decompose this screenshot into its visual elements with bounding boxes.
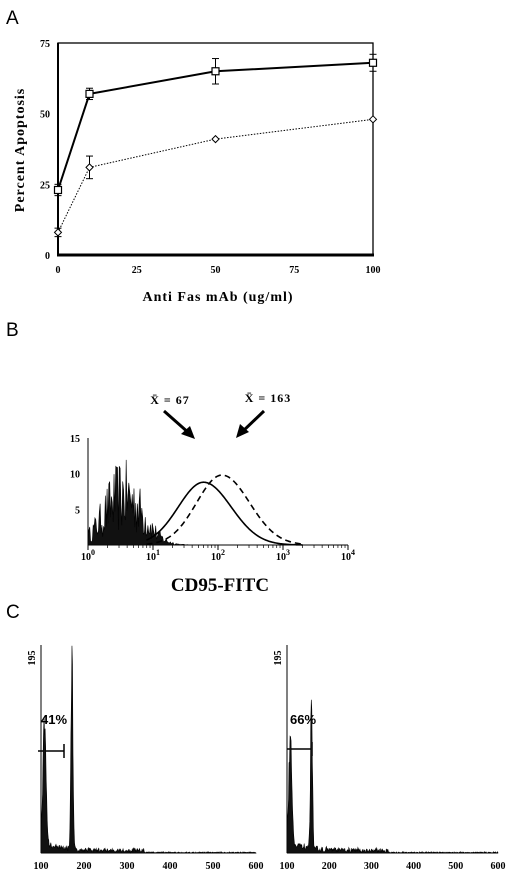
- chart-a-xtick: 0: [56, 265, 61, 276]
- chart-c-left-xtick: 200: [77, 861, 92, 872]
- chart-c-left: 195 41% 100 200 300 400 500 600: [27, 645, 264, 872]
- chart-b-xtick: 101: [146, 548, 160, 563]
- chart-c-right-xtick: 500: [448, 861, 463, 872]
- chart-a-xtick: 100: [366, 265, 381, 276]
- chart-c-right-xtick: 100: [280, 861, 295, 872]
- chart-c-left-xtick: 300: [120, 861, 135, 872]
- chart-b-xtick: 102: [211, 548, 225, 563]
- chart-a-xtick: 50: [211, 265, 221, 276]
- panel-letter-a: A: [6, 8, 19, 29]
- chart-a-xtick: 25: [132, 265, 142, 276]
- chart-c-right: 195 66% 100 200 300 400 500 600: [273, 645, 506, 872]
- chart-a-ytick: 50: [40, 110, 50, 121]
- chart-c-right-xtick: 600: [491, 861, 506, 872]
- chart-a: Percent Apoptosis Anti Fas mAb (ug/ml) 0…: [13, 39, 381, 305]
- chart-a-series-line: [57, 61, 374, 191]
- chart-c-right-histogram: [286, 699, 499, 854]
- panel-letter-c: C: [6, 602, 20, 623]
- chart-c-left-xtick: 500: [206, 861, 221, 872]
- chart-b-ytick: 10: [70, 470, 80, 481]
- chart-a-ytick: 25: [40, 180, 50, 191]
- chart-a-point-square: [85, 89, 94, 98]
- mean-label-dashed: X̄ = 163: [245, 391, 292, 405]
- chart-b-ytick: 5: [75, 505, 80, 516]
- chart-c-right-xtick: 400: [406, 861, 421, 872]
- chart-b-ytick: 15: [70, 434, 80, 445]
- chart-a-ylabel: Percent Apoptosis: [13, 88, 28, 212]
- mean-label-solid: X̄ = 67: [150, 393, 190, 407]
- chart-c-left-histogram: [40, 645, 257, 854]
- gate-label-left: 41%: [41, 712, 67, 727]
- chart-a-point-square: [211, 67, 220, 76]
- chart-b-xtick: 103: [276, 548, 290, 563]
- chart-a-xtick: 75: [289, 265, 299, 276]
- chart-b-xlabel: CD95-FITC: [171, 575, 269, 596]
- chart-b-xtick: 100: [81, 548, 95, 563]
- chart-a-ytick: 75: [40, 39, 50, 50]
- arrow-solid-head: [181, 426, 195, 439]
- chart-b-curve-solid: [146, 481, 303, 546]
- chart-b-curve-dashed: [146, 474, 303, 545]
- chart-c-left-ymax: 195: [27, 651, 38, 666]
- chart-c-right-ymax: 195: [273, 651, 284, 666]
- chart-a-point-diamond: [53, 228, 63, 237]
- chart-b-xtick: 104: [341, 548, 355, 563]
- chart-a-series-line: [57, 118, 374, 233]
- chart-a-point-diamond: [85, 163, 94, 172]
- panel-letter-b: B: [6, 320, 19, 341]
- chart-a-point-diamond: [211, 134, 220, 144]
- chart-c-right-xtick: 200: [322, 861, 337, 872]
- chart-a-point-square: [53, 185, 63, 195]
- chart-a-xlabel: Anti Fas mAb (ug/ml): [142, 290, 293, 305]
- chart-a-point-square: [368, 58, 378, 67]
- chart-c-left-xtick: 100: [34, 861, 49, 872]
- chart-b: CD95-FITC X̄ = 67 X̄ = 163 100 101 102 103 1…: [70, 391, 355, 596]
- chart-a-ytick: 0: [45, 251, 50, 262]
- chart-c-left-xtick: 600: [249, 861, 264, 872]
- chart-a-point-diamond: [368, 115, 378, 124]
- chart-b-histogram: [87, 459, 193, 546]
- chart-c-right-xtick: 300: [364, 861, 379, 872]
- chart-c-left-xtick: 400: [163, 861, 178, 872]
- gate-label-right: 66%: [290, 712, 316, 727]
- arrow-dashed-head: [236, 424, 249, 438]
